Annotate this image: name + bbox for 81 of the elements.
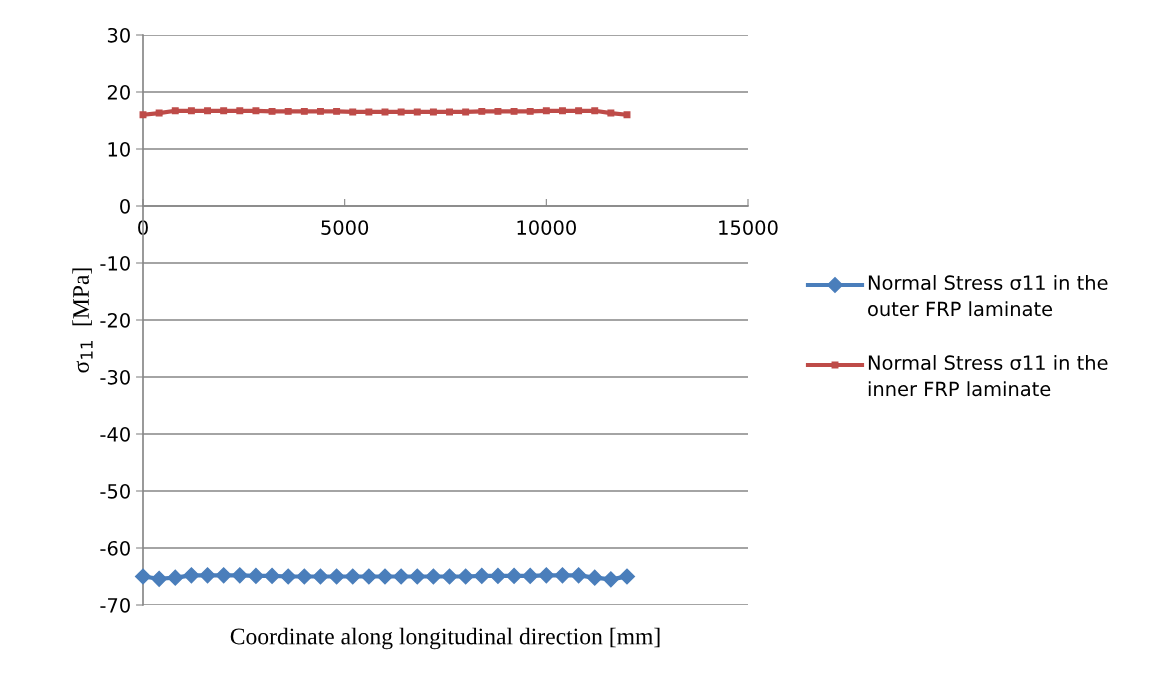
point — [183, 567, 200, 584]
point — [607, 109, 615, 117]
point — [429, 108, 437, 116]
point — [478, 107, 486, 115]
point — [409, 568, 426, 585]
point — [134, 568, 152, 585]
y-tick-label: -10 — [100, 255, 130, 271]
x-tick-label: 15000 — [719, 220, 778, 235]
y-tick-label: -50 — [100, 483, 130, 499]
y-tick-label: 0 — [120, 198, 130, 214]
point — [204, 107, 212, 115]
point — [231, 567, 248, 584]
point — [602, 571, 619, 588]
point — [506, 567, 523, 584]
point — [526, 107, 534, 115]
point — [264, 567, 281, 584]
point — [381, 108, 389, 116]
point — [171, 107, 179, 115]
point — [155, 109, 163, 117]
point — [618, 568, 636, 585]
y-tick-label: 20 — [107, 84, 130, 100]
point — [586, 569, 603, 586]
x-tick-label: 10000 — [517, 220, 576, 235]
point — [522, 567, 539, 584]
legend-label: Normal Stress σ11 in the outer FRP laminate — [868, 275, 1108, 317]
point — [538, 567, 555, 584]
point — [360, 568, 377, 585]
y-tick-label: 30 — [107, 27, 130, 43]
y-axis-title: σ$_{11}$ [MPa] — [72, 268, 93, 373]
point — [215, 567, 232, 584]
point — [575, 107, 583, 115]
point — [489, 567, 506, 584]
point — [312, 568, 329, 585]
y-tick-label: 10 — [108, 141, 130, 157]
y-tick-label: -30 — [100, 369, 130, 385]
point — [510, 107, 518, 115]
point — [413, 108, 421, 116]
point — [280, 568, 297, 585]
y-tick-label: -70 — [100, 597, 130, 613]
point — [247, 567, 264, 584]
legend-label: Normal Stress σ11 in the inner FRP laminate — [868, 355, 1108, 397]
point — [457, 568, 474, 585]
x-axis-title: Coordinate along longitudinal direction [mm] — [230, 627, 660, 650]
point — [425, 568, 442, 585]
y-tick-label: -40 — [100, 426, 130, 442]
point — [300, 107, 308, 115]
point — [316, 107, 324, 115]
point — [542, 107, 550, 115]
point — [252, 107, 260, 115]
point — [446, 108, 454, 116]
point — [199, 567, 216, 584]
point — [473, 567, 490, 584]
point — [236, 107, 244, 115]
point — [296, 568, 313, 585]
point — [462, 108, 470, 116]
point — [393, 568, 410, 585]
point — [441, 568, 458, 585]
point — [344, 568, 361, 585]
point — [139, 111, 147, 119]
point — [591, 107, 599, 115]
x-tick-label: 5000 — [321, 220, 369, 235]
point — [220, 107, 228, 115]
point — [554, 567, 571, 584]
point — [494, 107, 502, 115]
point — [397, 108, 405, 116]
y-tick-label: -60 — [100, 540, 130, 556]
point — [167, 569, 184, 586]
point — [558, 107, 566, 115]
point — [376, 568, 394, 585]
point — [349, 108, 357, 116]
point — [365, 108, 373, 116]
x-tick-label: 0 — [138, 220, 148, 235]
point — [187, 107, 195, 115]
point — [268, 107, 276, 115]
point — [151, 570, 168, 587]
y-tick-label: -20 — [100, 312, 130, 328]
point — [284, 107, 292, 115]
point — [328, 568, 345, 585]
point — [333, 107, 341, 115]
point — [623, 111, 631, 119]
point — [570, 567, 587, 584]
